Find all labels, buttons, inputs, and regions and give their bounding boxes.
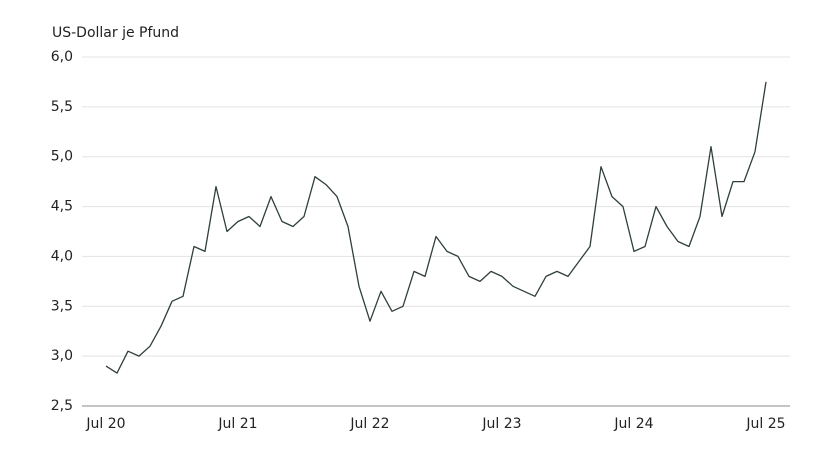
x-tick-label: Jul 25: [745, 416, 785, 432]
x-tick-label: Jul 22: [349, 416, 389, 432]
y-tick-label: 6,0: [51, 49, 73, 65]
y-tick-label: 5,5: [51, 99, 73, 115]
line: [105, 81, 767, 374]
y-tick-label: 4,0: [51, 248, 73, 264]
y-tick-label: 4,5: [51, 199, 73, 215]
y-tick-label: 3,0: [51, 348, 73, 364]
y-axis-label: US-Dollar je Pfund: [52, 25, 179, 41]
y-tick-label: 3,5: [51, 298, 73, 314]
x-tick-label: Jul 23: [481, 416, 521, 432]
y-tick-label: 2,5: [51, 398, 73, 414]
x-tick-label: Jul 24: [613, 416, 653, 432]
y-tick-label: 5,0: [51, 149, 73, 165]
x-tick-label: Jul 20: [85, 416, 125, 432]
x-tick-label: Jul 21: [217, 416, 257, 432]
